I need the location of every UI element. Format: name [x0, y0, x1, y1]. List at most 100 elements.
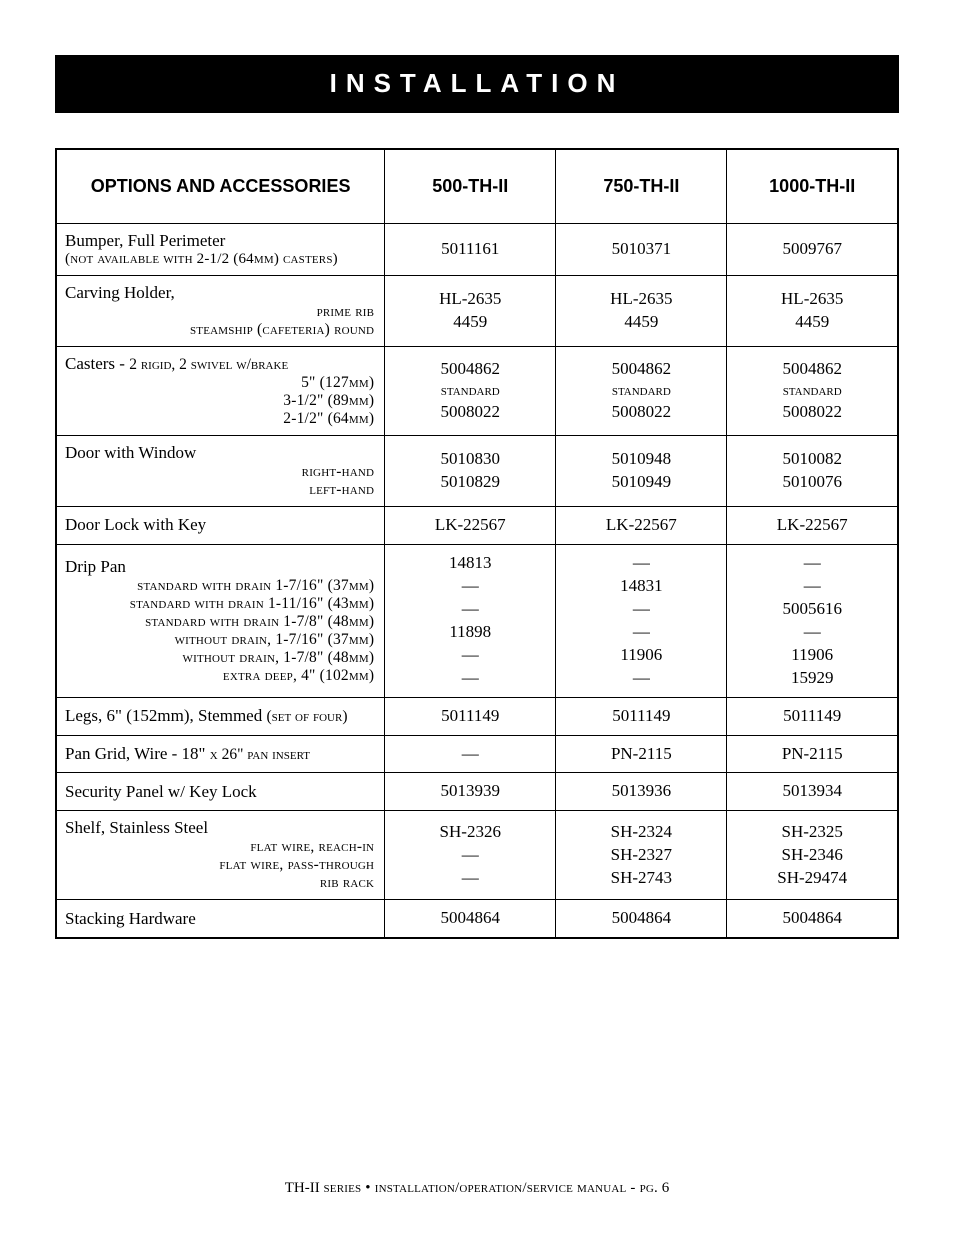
option-main: Casters - 2 rigid, 2 swivel w/brake	[65, 354, 374, 374]
value-cell: 5004862standard5008022	[556, 347, 727, 436]
value-line: HL-2635	[391, 288, 549, 311]
value-cell: LK-22567	[385, 507, 556, 545]
value-line: 5010371	[562, 238, 720, 261]
table-row: Door Lock with Key LK-22567 LK-22567 LK-225…	[56, 507, 898, 545]
value-line: SH-2743	[562, 867, 720, 890]
value-line: 5011149	[391, 705, 549, 728]
value-line: 5010949	[562, 471, 720, 494]
value-line: 5013936	[562, 780, 720, 803]
value-line: SH-2327	[562, 844, 720, 867]
table-row: Shelf, Stainless Steelflat wire, reach-i…	[56, 811, 898, 900]
value-cell: 5010371	[556, 224, 727, 276]
value-line: LK-22567	[562, 514, 720, 537]
value-line: HL-2635	[562, 288, 720, 311]
value-line: 5010830	[391, 448, 549, 471]
value-line: LK-22567	[733, 514, 891, 537]
option-main: Stacking Hardware	[65, 909, 374, 929]
value-line: 5013934	[733, 780, 891, 803]
value-line: 5004862	[391, 358, 549, 381]
value-cell: HL-26354459	[385, 276, 556, 347]
value-line: —	[391, 598, 549, 621]
value-cell: 5011149	[727, 697, 898, 735]
value-line: 5011149	[733, 705, 891, 728]
option-sub: steamship (cafeteria) round	[65, 321, 374, 339]
value-cell: PN-2115	[556, 735, 727, 773]
value-line: 4459	[733, 311, 891, 334]
option-note: (not available with 2-1/2 (64mm) casters…	[65, 251, 374, 268]
option-sub: 3-1/2" (89mm)	[65, 392, 374, 410]
value-line: —	[562, 598, 720, 621]
option-main: Pan Grid, Wire - 18" x 26" pan insert	[65, 744, 374, 764]
table-row: Carving Holder,prime ribsteamship (cafet…	[56, 276, 898, 347]
options-table: OPTIONS AND ACCESSORIES 500-TH-II 750-TH…	[55, 148, 899, 939]
option-cell: Door with Windowright-handleft-hand	[56, 436, 385, 507]
value-cell: HL-26354459	[727, 276, 898, 347]
option-main: Door Lock with Key	[65, 515, 374, 535]
value-line: —	[391, 644, 549, 667]
value-line: standard	[562, 381, 720, 402]
option-sub: standard with drain 1-11/16" (43mm)	[65, 595, 374, 613]
value-line: 14831	[562, 575, 720, 598]
value-line: 5008022	[562, 401, 720, 424]
table-row: Bumper, Full Perimeter(not available wit…	[56, 224, 898, 276]
value-cell: 5013936	[556, 773, 727, 811]
table-body: Bumper, Full Perimeter(not available wit…	[56, 224, 898, 939]
value-line: 5004864	[391, 907, 549, 930]
value-line: 5013939	[391, 780, 549, 803]
table-row: Pan Grid, Wire - 18" x 26" pan insert — PN…	[56, 735, 898, 773]
value-line: 4459	[562, 311, 720, 334]
option-cell: Security Panel w/ Key Lock	[56, 773, 385, 811]
option-sub: without drain, 1-7/16" (37mm)	[65, 631, 374, 649]
option-cell: Stacking Hardware	[56, 900, 385, 938]
table-row: Casters - 2 rigid, 2 swivel w/brake5" (1…	[56, 347, 898, 436]
value-line: 11898	[391, 621, 549, 644]
value-line: SH-2324	[562, 821, 720, 844]
value-line: 5004862	[733, 358, 891, 381]
option-main: Legs, 6" (152mm), Stemmed (set of four)	[65, 706, 374, 726]
value-line: —	[391, 844, 549, 867]
value-line: 5010082	[733, 448, 891, 471]
value-cell: —	[385, 735, 556, 773]
value-line: —	[391, 667, 549, 690]
value-line: 5011161	[391, 238, 549, 261]
option-sub: extra deep, 4" (102mm)	[65, 667, 374, 685]
value-line: SH-2325	[733, 821, 891, 844]
value-cell: 14813——11898——	[385, 544, 556, 697]
value-cell: SH-2324SH-2327SH-2743	[556, 811, 727, 900]
value-cell: LK-22567	[727, 507, 898, 545]
value-line: —	[733, 621, 891, 644]
option-sub: flat wire, pass-through	[65, 856, 374, 874]
option-main: Drip Pan	[65, 557, 374, 577]
table-row: Stacking Hardware500486450048645004864	[56, 900, 898, 938]
value-line: PN-2115	[733, 743, 891, 766]
value-cell: 5011161	[385, 224, 556, 276]
option-sub: 2-1/2" (64mm)	[65, 410, 374, 428]
value-line: —	[562, 552, 720, 575]
value-line: 5008022	[733, 401, 891, 424]
table-row: Security Panel w/ Key Lock 5013939 5013936…	[56, 773, 898, 811]
value-line: 11906	[733, 644, 891, 667]
option-sub: prime rib	[65, 303, 374, 321]
value-line: 5009767	[733, 238, 891, 261]
value-cell: 5004862standard5008022	[727, 347, 898, 436]
value-line: 15929	[733, 667, 891, 690]
option-main: Door with Window	[65, 443, 374, 463]
option-main: Security Panel w/ Key Lock	[65, 782, 374, 802]
value-line: —	[391, 867, 549, 890]
option-cell: Drip Panstandard with drain 1-7/16" (37m…	[56, 544, 385, 697]
value-line: PN-2115	[562, 743, 720, 766]
value-line: —	[562, 621, 720, 644]
value-cell: 5013934	[727, 773, 898, 811]
option-sub: without drain, 1-7/8" (48mm)	[65, 649, 374, 667]
option-sub: standard with drain 1-7/8" (48mm)	[65, 613, 374, 631]
option-cell: Bumper, Full Perimeter(not available wit…	[56, 224, 385, 276]
table-header-row: OPTIONS AND ACCESSORIES 500-TH-II 750-TH…	[56, 149, 898, 224]
value-cell: 5013939	[385, 773, 556, 811]
value-line: SH-2326	[391, 821, 549, 844]
value-line: 5010076	[733, 471, 891, 494]
footer-pre: TH-II	[285, 1180, 324, 1196]
section-banner: INSTALLATION	[55, 55, 899, 113]
value-cell: SH-2326——	[385, 811, 556, 900]
value-line: 5004862	[562, 358, 720, 381]
table-row: Legs, 6" (152mm), Stemmed (set of four) 5…	[56, 697, 898, 735]
